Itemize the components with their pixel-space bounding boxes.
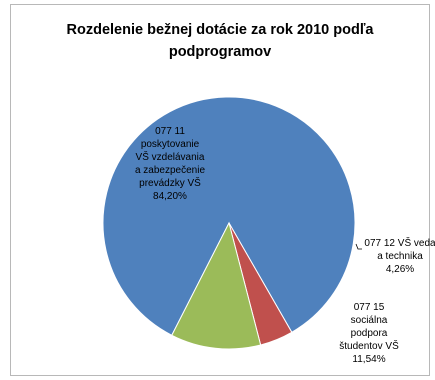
slice-077-11-label-line: prevádzky VŠ [139, 176, 201, 189]
slice-077-15-label-line: sociálna [351, 315, 388, 326]
slice-077-11-label: 077 11 poskytovanie VŠ vzdelávania a zabezp… [135, 126, 205, 202]
slice-077-11-label-line: poskytovanie [141, 139, 200, 150]
slice-077-11-label-line: VŠ vzdelávania [136, 150, 205, 163]
slice-077-15-label: 077 15 sociálna podpora študentov VŠ 11,54% [339, 302, 399, 365]
slice-labels: 077 11 poskytovanie VŠ vzdelávania a zabezp… [135, 126, 435, 365]
pie-slices [102, 96, 356, 350]
slice-077-12-label-line: 4,26% [386, 264, 414, 275]
slice-077-11-label-line: a zabezpečenie [135, 165, 205, 176]
chart-title-line-1: Rozdelenie bežnej dotácie za rok 2010 po… [66, 22, 374, 38]
slice-077-15-label-line: 077 15 [354, 302, 385, 313]
slice-077-11-label-line: 077 11 [155, 126, 185, 137]
leader-lines [355, 243, 362, 250]
chart-title: Rozdelenie bežnej dotácie za rok 2010 po… [11, 19, 429, 63]
slice-077-15-label-line: študentov VŠ [339, 339, 399, 352]
slice-077-12-label: 077 12 VŠ veda a technika 4,26% [364, 236, 435, 275]
slice-077-15-label-line: podpora [351, 328, 388, 339]
slice-077-11 [102, 96, 356, 336]
slice-077-12-label-line: 077 12 VŠ veda [364, 236, 435, 249]
slice-077-15 [171, 221, 262, 350]
slice-077-11-label-line: 84,20% [153, 191, 187, 202]
leader-line-077-12 [355, 243, 362, 250]
chart-title-line-2: podprogramov [168, 44, 272, 60]
slice-077-12-label-line: a technika [377, 251, 423, 262]
slice-077-15-label-line: 11,54% [352, 354, 385, 365]
